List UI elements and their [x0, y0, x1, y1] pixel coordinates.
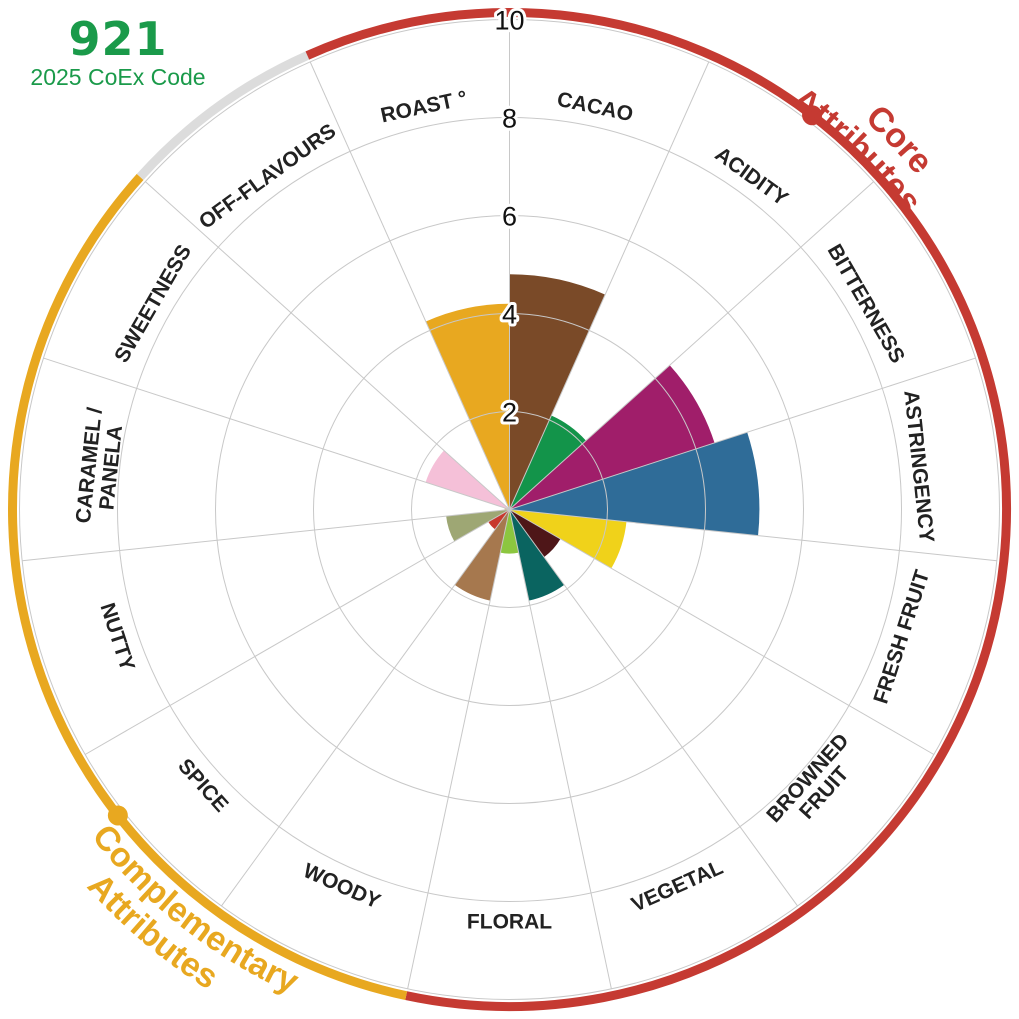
grid-spoke [509, 509, 798, 907]
sector-browned-fruit [509, 509, 561, 558]
core-arc-marker [802, 105, 823, 126]
attribute-label-woody: WOODY [300, 859, 384, 913]
grid-spoke [22, 509, 510, 562]
tick-label-8: 8 [502, 104, 517, 134]
grid-spoke [509, 509, 997, 562]
attribute-label-caramel-panela: CARAMEL /PANELA [72, 406, 129, 527]
attribute-label-floral: FLORAL [467, 911, 552, 934]
sector-sweetness [425, 450, 510, 510]
grid-spoke [509, 357, 976, 510]
grid-spoke [84, 509, 510, 755]
coex-code-number: 921 [68, 12, 168, 66]
sector-acidity [509, 415, 586, 510]
attribute-label-astringency: ASTRINGENCY [899, 389, 938, 543]
grid [19, 19, 1000, 1000]
attribute-label-nutty: NUTTY [95, 600, 139, 674]
grid-spoke [407, 509, 510, 989]
tick-labels: 2 4 6 8 10 [491, 3, 527, 431]
coex-code-label: 2025 CoEx Code [30, 64, 206, 90]
grid-spoke [509, 181, 874, 510]
sector-vegetal [509, 509, 565, 601]
off-flavours-arc [136, 51, 310, 180]
sector-spice [488, 509, 510, 530]
grid-spoke [509, 509, 612, 989]
attribute-label-vegetal: VEGETAL [628, 856, 727, 917]
grid-spoke [509, 61, 710, 510]
sector-cacao [509, 274, 606, 510]
attribute-sectors [425, 274, 760, 601]
coex-code-block: 921 2025 CoEx Code [18, 14, 218, 90]
attribute-label-bitterness: BITTERNESS [823, 240, 909, 367]
sector-floral [500, 509, 519, 554]
tick-label-10: 10 [494, 6, 524, 36]
sector-roast [425, 303, 510, 510]
roast-arc [305, 8, 510, 60]
attribute-label-fresh-fruit: FRESH FRUIT [869, 567, 934, 706]
attribute-label-cacao: CACAO [555, 88, 635, 127]
tick-label-6: 6 [502, 202, 517, 232]
complementary-arc [8, 173, 408, 1001]
tick-label-4: 4 [502, 300, 517, 330]
tick-label-2: 2 [502, 398, 517, 428]
group-arcs [8, 8, 1011, 1011]
grid-spoke [509, 509, 935, 755]
attribute-label-off-flavours: OFF-FLAVOURS [195, 119, 340, 233]
grid-spoke [309, 61, 510, 510]
grid-spoke [145, 181, 510, 510]
attribute-label-sweetness: SWEETNESS [110, 241, 196, 367]
grid-spoke [221, 509, 510, 907]
core-arc [405, 8, 1011, 1011]
grid-spoke [43, 357, 510, 510]
attribute-label-spice: SPICE [173, 754, 232, 816]
attribute-label-browned-fruit: BROWNEDFRUIT [762, 729, 870, 841]
sector-woody [454, 509, 510, 601]
sector-bitterness [509, 365, 715, 510]
complementary-arc-marker [107, 805, 128, 826]
sector-nutty [446, 509, 510, 542]
sector-astringency [509, 432, 760, 536]
